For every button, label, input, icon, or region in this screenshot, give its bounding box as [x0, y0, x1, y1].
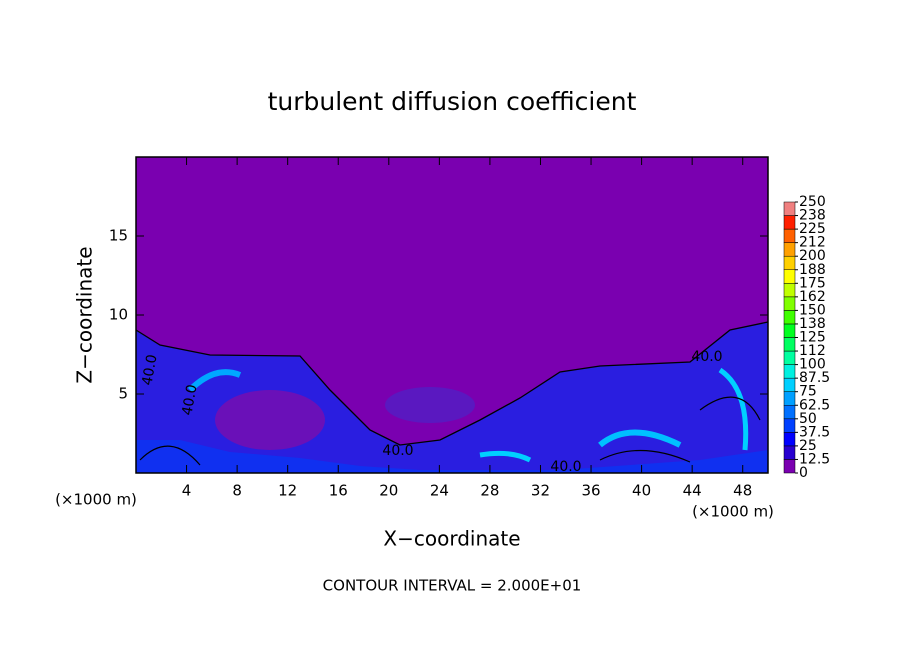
colorbar-swatch [783, 445, 796, 460]
x-tick-label: 20 [379, 482, 398, 500]
x-tick-label: 28 [480, 482, 499, 500]
colorbar-swatch [783, 296, 796, 311]
colorbar-swatch [783, 432, 796, 447]
x-tick-label: 8 [232, 482, 242, 500]
y-tick-label: 10 [109, 306, 128, 324]
colorbar-tick-label: 100 [799, 357, 826, 373]
colorbar-swatch [783, 323, 796, 338]
colorbar-swatch [783, 350, 796, 365]
colorbar-swatch [783, 418, 796, 433]
chart-title: turbulent diffusion coefficient [268, 87, 637, 116]
y-axis-label: Z−coordinate [73, 246, 97, 383]
colorbar-tick-label: 138 [799, 316, 826, 332]
x-unit-label: (×1000 m) [55, 491, 137, 509]
y-tick-label: 5 [118, 385, 128, 403]
colorbar-swatch [783, 405, 796, 420]
colorbar-swatch [783, 337, 796, 352]
colorbar-tick-label: 62.5 [799, 397, 830, 413]
colorbar-tick-label: 212 [799, 235, 826, 251]
colorbar-tick-label: 112 [799, 343, 826, 359]
colorbar-swatch [783, 310, 796, 325]
colorbar-tick-label: 75 [799, 384, 817, 400]
contour-label: 40.0 [691, 349, 722, 365]
colorbar-tick-label: 175 [799, 275, 826, 291]
colorbar-swatch [783, 228, 796, 243]
x-tick-label: 36 [581, 482, 600, 500]
x-axis-label: X−coordinate [383, 527, 520, 551]
colorbar-swatch [783, 364, 796, 379]
x-tick-label: 4 [182, 482, 192, 500]
x-tick-label: 48 [733, 482, 752, 500]
x-tick-label: 40 [632, 482, 651, 500]
x-tick-label: 12 [278, 482, 297, 500]
colorbar-swatch [783, 201, 796, 216]
y-tick-label: 15 [109, 227, 128, 245]
colorbar-swatch [783, 283, 796, 298]
colorbar-tick-label: 188 [799, 262, 826, 278]
colorbar-tick-label: 162 [799, 289, 826, 305]
colorbar-tick-label: 37.5 [799, 424, 830, 440]
colorbar-tick-label: 200 [799, 248, 826, 264]
colorbar-tick-label: 125 [799, 330, 826, 346]
colorbar-tick-label: 25 [799, 438, 817, 454]
x-tick-label: 24 [430, 482, 449, 500]
contour-label: 40.0 [382, 443, 413, 459]
colorbar-swatch [783, 255, 796, 271]
colorbar-swatch [783, 242, 796, 257]
colorbar-tick-label: 238 [799, 208, 826, 224]
colorbar-tick-label: 12.5 [799, 451, 830, 467]
colorbar-swatch [783, 215, 796, 230]
footnote: CONTOUR INTERVAL = 2.000E+01 [323, 577, 582, 595]
colorbar-swatch [783, 459, 796, 474]
x-unit-label: (×1000 m) [692, 503, 774, 521]
colorbar-tick-label: 87.5 [799, 370, 830, 386]
x-tick-label: 44 [683, 482, 702, 500]
colorbar-tick-label: 225 [799, 221, 826, 237]
x-tick-label: 32 [531, 482, 550, 500]
colorbar-swatch [783, 391, 796, 406]
x-tick-label: 16 [329, 482, 348, 500]
colorbar-tick-label: 50 [799, 411, 817, 427]
colorbar-swatch [783, 269, 796, 284]
contour-label: 40.0 [179, 383, 200, 416]
colorbar-tick-label: 250 [799, 194, 826, 210]
colorbar-swatch [783, 377, 796, 392]
contour-label: 40.0 [139, 353, 160, 386]
contour-label: 40.0 [550, 459, 581, 475]
field [135, 157, 769, 473]
colorbar-tick-label: 150 [799, 302, 826, 318]
colorbar-tick-label: 0 [799, 465, 808, 481]
